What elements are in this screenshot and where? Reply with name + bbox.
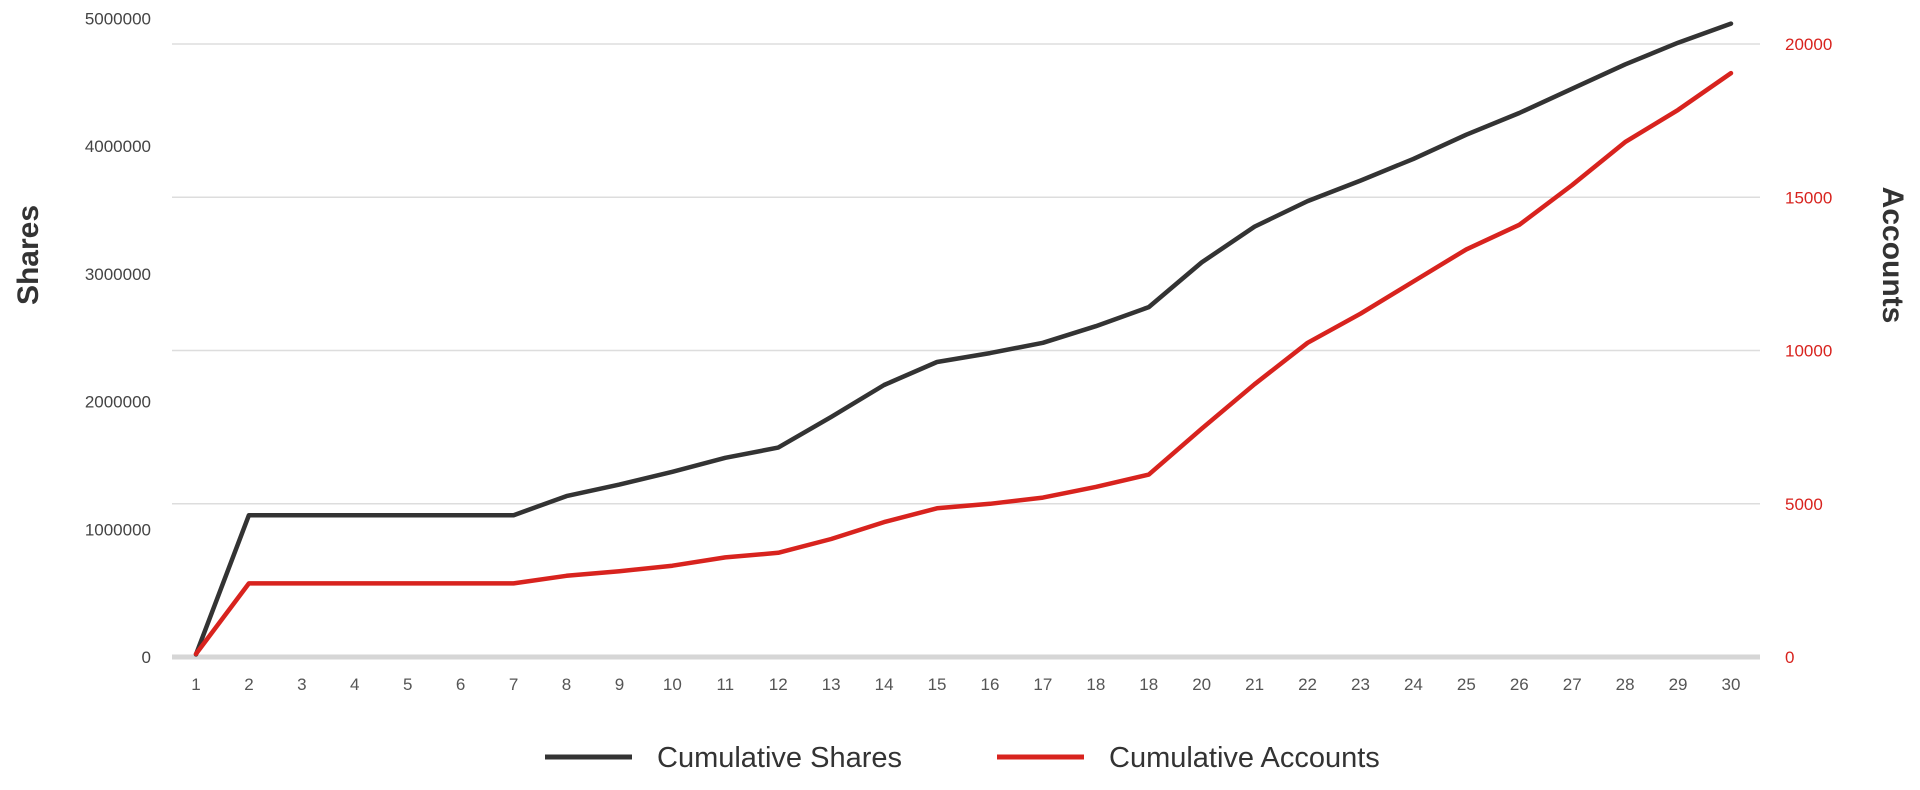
x-tick-label: 16 [981,675,1000,694]
x-tick-label: 14 [875,675,894,694]
x-tick-label: 25 [1457,675,1476,694]
x-tick-label: 7 [509,675,518,694]
left-tick-label: 5000000 [85,9,151,28]
y-axis-title-right: Accounts [1876,187,1909,324]
series-lines [193,21,1734,657]
left-tick-label: 1000000 [85,520,151,539]
left-tick-label: 2000000 [85,393,151,412]
gridlines [172,43,1760,660]
x-tick-label: 17 [1033,675,1052,694]
x-tick-label: 20 [1192,675,1211,694]
x-tick-label: 15 [928,675,947,694]
x-tick-label: 29 [1669,675,1688,694]
x-tick-label: 22 [1298,675,1317,694]
x-tick-label: 18 [1139,675,1158,694]
x-tick-label: 3 [297,675,306,694]
x-tick-label: 23 [1351,675,1370,694]
legend-label-cumulative-accounts: Cumulative Accounts [1109,742,1380,774]
x-tick-label: 1 [191,675,200,694]
x-tick-label: 13 [822,675,841,694]
x-tick-label: 21 [1245,675,1264,694]
right-tick-label: 10000 [1785,342,1832,361]
x-tick-label: 2 [244,675,253,694]
x-tick-label: 9 [615,675,624,694]
x-tick-label: 10 [663,675,682,694]
x-tick-label: 30 [1722,675,1741,694]
x-tick-label: 28 [1616,675,1635,694]
right-axis: 0 5000 10000 15000 20000 [1785,35,1832,667]
x-tick-label: 8 [562,675,571,694]
left-tick-label: 3000000 [85,265,151,284]
y-axis-title-left: Shares [12,205,45,305]
x-tick-label: 4 [350,675,359,694]
right-tick-label: 20000 [1785,35,1832,54]
right-tick-label: 5000 [1785,495,1823,514]
legend: Cumulative Shares Cumulative Accounts [545,742,1380,774]
x-tick-label: 12 [769,675,788,694]
x-tick-label: 11 [716,675,734,694]
x-axis: 1 2 3 4 5 6 7 8 9 10 11 12 13 14 15 16 17 18 18 20 21 22 23 24 2… [191,675,1740,694]
left-axis: 0 1000000 2000000 3000000 4000000 5000000 [85,9,151,667]
x-tick-label: 18 [1086,675,1105,694]
right-tick-label: 0 [1785,648,1794,667]
x-tick-label: 27 [1563,675,1582,694]
x-tick-label: 5 [403,675,412,694]
legend-label-cumulative-shares: Cumulative Shares [657,742,902,774]
series-line-cumulative-shares [193,21,1734,657]
x-tick-label: 6 [456,675,465,694]
left-tick-label: 0 [142,648,151,667]
series-line-cumulative-accounts [193,70,1734,657]
left-tick-label: 4000000 [85,137,151,156]
x-tick-label: 26 [1510,675,1529,694]
x-tick-label: 24 [1404,675,1423,694]
right-tick-label: 15000 [1785,188,1832,207]
